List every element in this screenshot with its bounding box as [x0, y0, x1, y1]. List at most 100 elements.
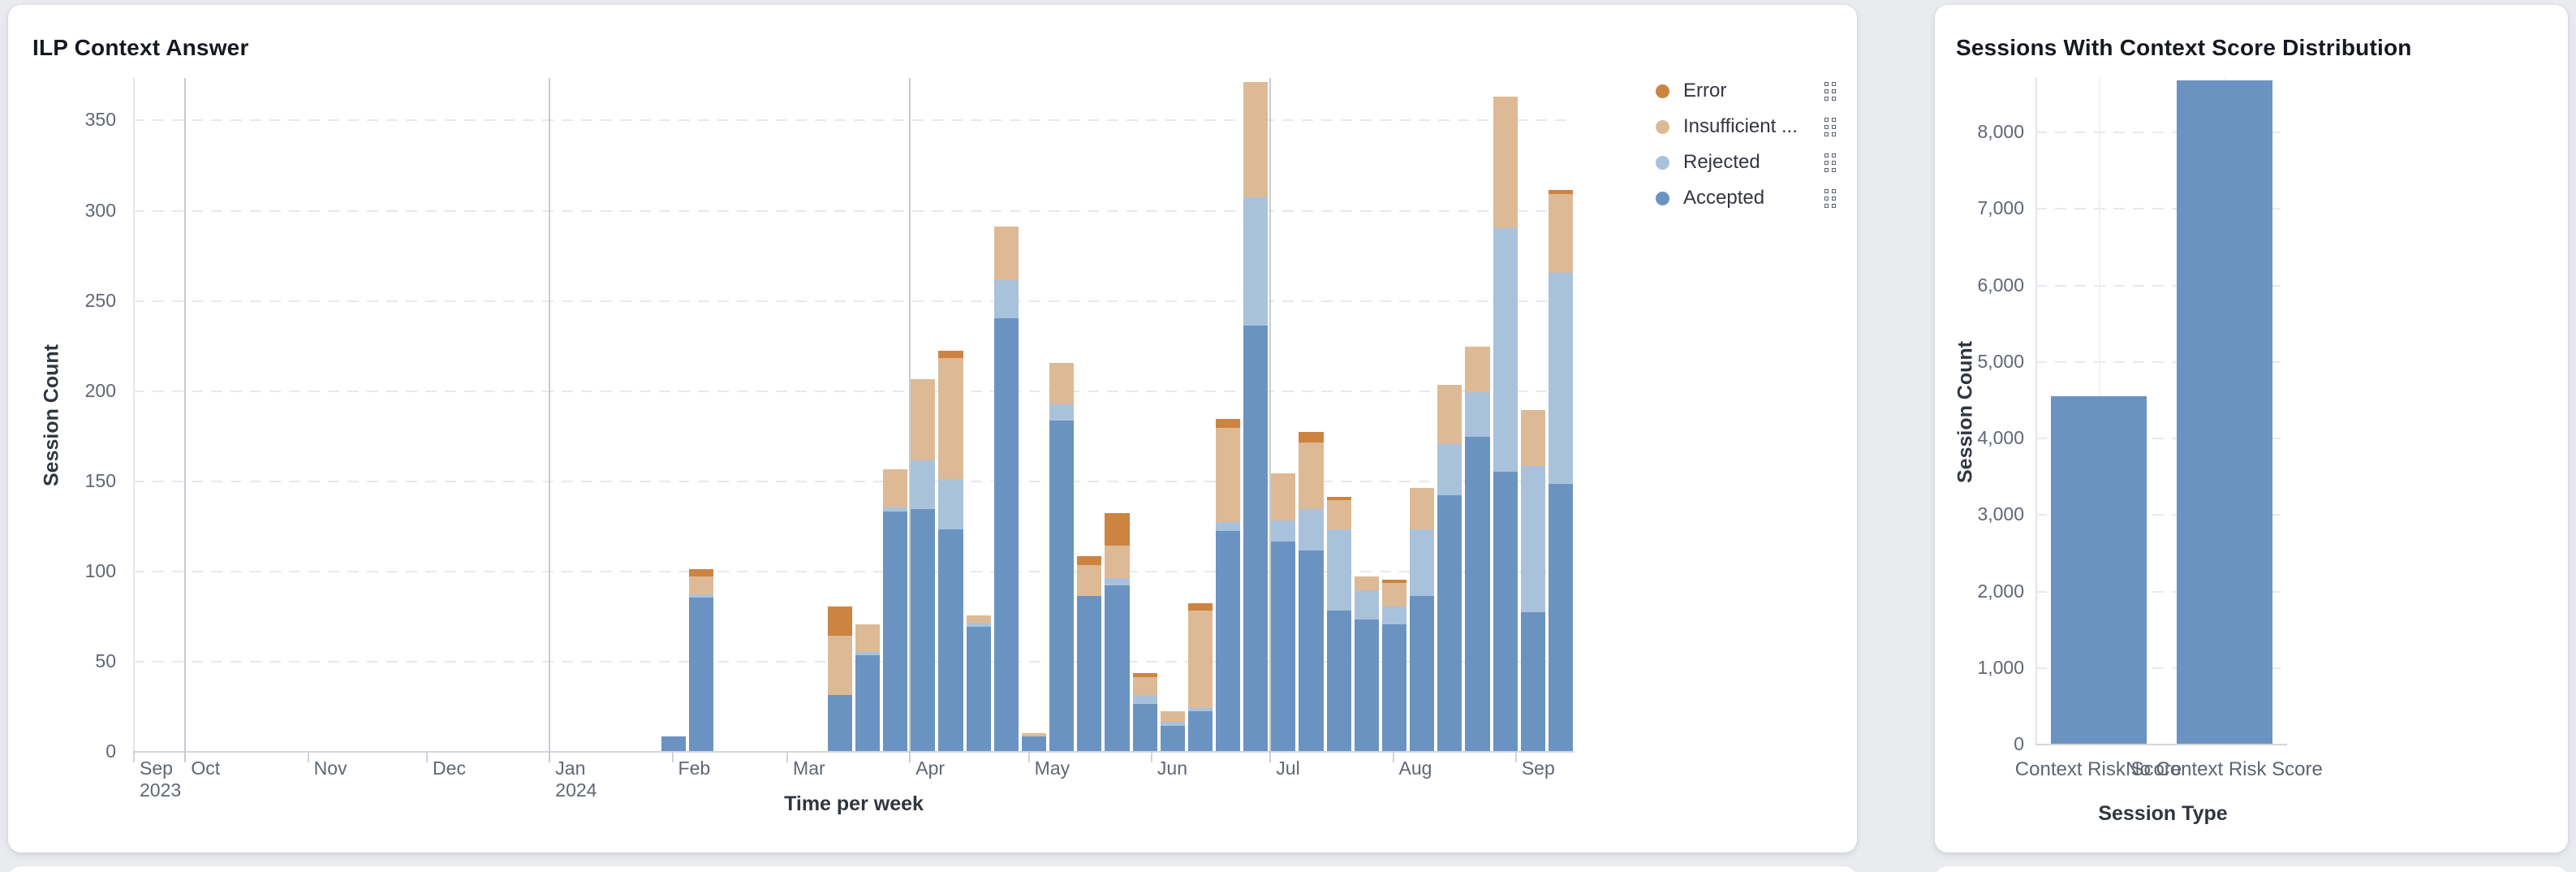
bar-segment-rejected[interactable]	[883, 507, 908, 512]
bar-segment-insufficient[interactable]	[966, 615, 991, 624]
bar-segment-rejected[interactable]	[689, 594, 714, 598]
legend-item-insufficient[interactable]: Insufficient ...	[1656, 109, 1836, 145]
bar-segment-rejected[interactable]	[966, 623, 991, 627]
bar-segment-rejected[interactable]	[1548, 273, 1573, 485]
bar-context-risk-score[interactable]	[2050, 396, 2147, 744]
legend-item-accepted[interactable]: Accepted	[1656, 180, 1836, 216]
bar-segment-insufficient[interactable]	[1548, 193, 1573, 274]
bar-segment-rejected[interactable]	[1437, 444, 1462, 495]
bar-segment-accepted[interactable]	[1021, 736, 1047, 751]
bar-segment-rejected[interactable]	[1160, 722, 1185, 726]
bar-segment-error[interactable]	[689, 568, 714, 576]
bar-segment-insufficient[interactable]	[1299, 442, 1324, 510]
bar-segment-accepted[interactable]	[1299, 550, 1324, 751]
bar-segment-rejected[interactable]	[1299, 509, 1324, 551]
bar-segment-accepted[interactable]	[1132, 704, 1157, 751]
bar-segment-accepted[interactable]	[1381, 624, 1407, 751]
bar-segment-error[interactable]	[1077, 556, 1102, 566]
bar-segment-accepted[interactable]	[1077, 595, 1102, 751]
bar-segment-insufficient[interactable]	[1216, 428, 1241, 522]
bar-segment-accepted[interactable]	[1160, 725, 1185, 751]
bar-segment-error[interactable]	[1326, 496, 1351, 501]
bar-segment-accepted[interactable]	[1326, 610, 1351, 751]
bar-segment-insufficient[interactable]	[1049, 363, 1075, 405]
bar-segment-insufficient[interactable]	[855, 624, 881, 652]
bar-segment-insufficient[interactable]	[993, 226, 1019, 281]
bar-segment-rejected[interactable]	[1187, 707, 1213, 712]
bar-segment-insufficient[interactable]	[1520, 410, 1545, 466]
bar-segment-accepted[interactable]	[1216, 530, 1241, 751]
bar-segment-insufficient[interactable]	[1243, 81, 1269, 197]
bar-segment-error[interactable]	[1381, 579, 1407, 584]
bar-segment-insufficient[interactable]	[911, 379, 936, 461]
bar-segment-insufficient[interactable]	[1410, 487, 1435, 529]
drag-handle-icon[interactable]	[1824, 188, 1836, 208]
bar-segment-rejected[interactable]	[1326, 529, 1351, 611]
bar-segment-insufficient[interactable]	[827, 635, 852, 696]
bar-segment-rejected[interactable]	[1520, 466, 1545, 612]
bar-segment-error[interactable]	[938, 350, 963, 358]
bar-segment-rejected[interactable]	[993, 280, 1019, 318]
bar-segment-insufficient[interactable]	[883, 469, 908, 508]
bar-segment-insufficient[interactable]	[1493, 96, 1518, 228]
bar-segment-error[interactable]	[1216, 419, 1241, 429]
bar-segment-rejected[interactable]	[1243, 196, 1269, 326]
bar-segment-rejected[interactable]	[1271, 520, 1296, 542]
bar-segment-accepted[interactable]	[1548, 484, 1573, 751]
bar-segment-accepted[interactable]	[1354, 619, 1379, 751]
bar-segment-rejected[interactable]	[1049, 404, 1075, 421]
drag-handle-icon[interactable]	[1824, 81, 1836, 101]
bar-segment-insufficient[interactable]	[1354, 576, 1379, 591]
bar-segment-accepted[interactable]	[1049, 421, 1075, 751]
bar-segment-accepted[interactable]	[827, 695, 852, 751]
bar-segment-accepted[interactable]	[993, 317, 1019, 751]
bar-segment-rejected[interactable]	[855, 651, 881, 656]
bar-segment-accepted[interactable]	[1243, 325, 1269, 751]
bar-segment-insufficient[interactable]	[1132, 676, 1157, 696]
bar-segment-insufficient[interactable]	[1437, 385, 1462, 445]
bar-segment-insufficient[interactable]	[1465, 347, 1490, 392]
legend-item-error[interactable]: Error	[1656, 73, 1836, 109]
bar-no-context-risk-score[interactable]	[2176, 80, 2272, 744]
bar-segment-rejected[interactable]	[1410, 529, 1435, 596]
bar-segment-rejected[interactable]	[1216, 521, 1241, 531]
bar-segment-insufficient[interactable]	[1326, 500, 1351, 529]
bar-segment-accepted[interactable]	[911, 509, 936, 751]
bar-segment-insufficient[interactable]	[1271, 473, 1296, 520]
bar-segment-accepted[interactable]	[1437, 494, 1462, 751]
bar-segment-accepted[interactable]	[661, 736, 687, 751]
bar-segment-insufficient[interactable]	[1105, 545, 1130, 578]
bar-segment-accepted[interactable]	[1465, 437, 1490, 751]
bar-segment-rejected[interactable]	[1132, 695, 1157, 705]
bar-segment-accepted[interactable]	[1410, 595, 1435, 751]
bar-segment-error[interactable]	[1105, 512, 1130, 546]
bar-segment-accepted[interactable]	[938, 529, 963, 751]
bar-segment-accepted[interactable]	[1493, 471, 1518, 751]
bar-segment-insufficient[interactable]	[689, 576, 714, 594]
bar-segment-rejected[interactable]	[911, 460, 936, 510]
bar-segment-insufficient[interactable]	[1021, 732, 1047, 737]
bar-segment-accepted[interactable]	[1187, 711, 1213, 751]
drag-handle-icon[interactable]	[1824, 153, 1836, 172]
bar-segment-rejected[interactable]	[1493, 227, 1518, 472]
bar-segment-rejected[interactable]	[1354, 590, 1379, 619]
bar-segment-accepted[interactable]	[1520, 611, 1545, 751]
bar-segment-insufficient[interactable]	[938, 357, 963, 479]
bar-segment-error[interactable]	[1187, 602, 1213, 611]
legend-item-rejected[interactable]: Rejected	[1656, 145, 1836, 180]
bar-segment-accepted[interactable]	[1105, 585, 1130, 751]
bar-segment-error[interactable]	[827, 607, 852, 636]
bar-segment-rejected[interactable]	[1381, 607, 1407, 625]
bar-segment-accepted[interactable]	[689, 598, 714, 751]
bar-segment-rejected[interactable]	[938, 478, 963, 529]
bar-segment-insufficient[interactable]	[1160, 711, 1185, 723]
drag-handle-icon[interactable]	[1824, 117, 1836, 136]
bar-segment-error[interactable]	[1299, 431, 1324, 443]
bar-segment-error[interactable]	[1548, 190, 1573, 194]
bar-segment-error[interactable]	[1132, 673, 1157, 677]
bar-segment-insufficient[interactable]	[1187, 610, 1213, 708]
bar-segment-rejected[interactable]	[1105, 577, 1130, 585]
bar-segment-rejected[interactable]	[1465, 391, 1490, 438]
bar-segment-accepted[interactable]	[883, 511, 908, 751]
bar-segment-accepted[interactable]	[1271, 542, 1296, 751]
